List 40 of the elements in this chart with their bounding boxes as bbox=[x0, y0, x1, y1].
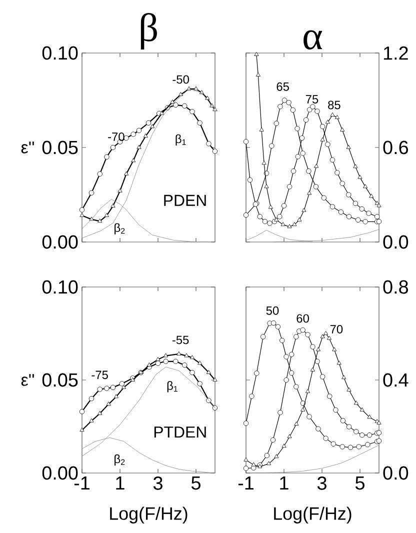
annotation: -70 bbox=[108, 132, 124, 141]
y-tick-label: 0.05 bbox=[42, 140, 78, 154]
y2-tick-label: 0.6 bbox=[383, 140, 408, 154]
x-tick-label: 3 bbox=[153, 476, 162, 490]
annotation: 70 bbox=[330, 324, 343, 334]
annotation: β$_{1}$ bbox=[167, 381, 178, 392]
x-tick-label: 5 bbox=[355, 476, 364, 490]
annotation: -55 bbox=[172, 336, 189, 344]
y-tick-label: 0.10 bbox=[42, 280, 78, 294]
y-tick-label: 0.10 bbox=[42, 46, 78, 60]
x-tick-label: -1 bbox=[238, 476, 254, 490]
annotation: β$_{2}$ bbox=[114, 223, 125, 234]
annotation: β$_{1}$ bbox=[176, 134, 186, 146]
x-axis-title: Log(F/Hz) bbox=[274, 506, 352, 524]
annotation: β$_{2}$ bbox=[114, 454, 125, 466]
y-tick-label: 0.00 bbox=[42, 235, 78, 249]
y-axis-title: ε'' bbox=[21, 142, 34, 154]
annotation: PDEN bbox=[164, 194, 206, 206]
y-tick-label: 0.05 bbox=[42, 373, 78, 387]
y2-tick-label: 1.2 bbox=[384, 46, 408, 60]
annotation: 85 bbox=[328, 100, 340, 110]
y2-tick-label: 0.8 bbox=[383, 280, 408, 294]
annotation: -75 bbox=[92, 370, 108, 380]
x-axis-title: Log(F/Hz) bbox=[110, 506, 188, 524]
annotation: 65 bbox=[276, 82, 289, 91]
annotation: 60 bbox=[296, 314, 309, 323]
y2-tick-label: 0.4 bbox=[383, 373, 408, 387]
annotation: 75 bbox=[306, 95, 318, 104]
annotation: 50 bbox=[266, 306, 279, 315]
annotation: -50 bbox=[172, 75, 189, 84]
chart-title: α bbox=[304, 30, 322, 50]
x-tick-label: 3 bbox=[317, 476, 326, 490]
y-axis-title: ε'' bbox=[21, 374, 34, 386]
y2-tick-label: 0.0 bbox=[383, 466, 408, 480]
x-tick-label: 1 bbox=[116, 476, 124, 490]
annotation: PTDEN bbox=[154, 426, 206, 438]
chart-title: β bbox=[140, 12, 157, 50]
y2-tick-label: 0.0 bbox=[383, 235, 408, 249]
x-tick-label: 5 bbox=[191, 476, 200, 490]
x-tick-label: 1 bbox=[280, 476, 288, 490]
